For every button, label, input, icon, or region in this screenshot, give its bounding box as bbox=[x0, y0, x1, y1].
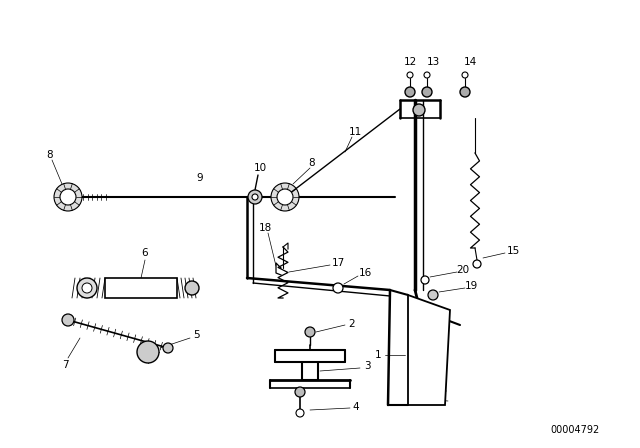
Circle shape bbox=[462, 72, 468, 78]
Circle shape bbox=[473, 260, 481, 268]
Text: 15: 15 bbox=[506, 246, 520, 256]
Text: 8: 8 bbox=[47, 150, 53, 160]
Circle shape bbox=[252, 194, 258, 200]
Circle shape bbox=[137, 341, 159, 363]
Text: 17: 17 bbox=[332, 258, 344, 268]
Circle shape bbox=[296, 409, 304, 417]
Circle shape bbox=[271, 183, 299, 211]
Text: 6: 6 bbox=[141, 248, 148, 258]
Circle shape bbox=[60, 189, 76, 205]
Circle shape bbox=[305, 327, 315, 337]
Text: 7: 7 bbox=[61, 360, 68, 370]
Text: 14: 14 bbox=[463, 57, 477, 67]
Circle shape bbox=[333, 283, 343, 293]
Circle shape bbox=[421, 276, 429, 284]
Text: 11: 11 bbox=[348, 127, 362, 137]
Circle shape bbox=[163, 343, 173, 353]
Circle shape bbox=[54, 183, 82, 211]
Text: 5: 5 bbox=[194, 330, 200, 340]
Text: 4: 4 bbox=[353, 402, 359, 412]
Text: 21: 21 bbox=[417, 327, 429, 337]
Text: 18: 18 bbox=[259, 223, 271, 233]
Circle shape bbox=[185, 281, 199, 295]
Text: 3: 3 bbox=[364, 361, 371, 371]
Circle shape bbox=[82, 283, 92, 293]
Text: 2: 2 bbox=[349, 319, 355, 329]
Circle shape bbox=[405, 87, 415, 97]
Text: 10: 10 bbox=[253, 163, 267, 173]
Circle shape bbox=[428, 290, 438, 300]
Circle shape bbox=[424, 72, 430, 78]
Text: 19: 19 bbox=[465, 281, 477, 291]
Bar bbox=[105, 278, 177, 298]
Text: 9: 9 bbox=[196, 173, 204, 183]
Circle shape bbox=[460, 87, 470, 97]
Circle shape bbox=[407, 72, 413, 78]
Text: 00004792: 00004792 bbox=[550, 425, 600, 435]
Circle shape bbox=[277, 189, 293, 205]
Text: 12: 12 bbox=[403, 57, 417, 67]
Text: 13: 13 bbox=[426, 57, 440, 67]
Circle shape bbox=[295, 387, 305, 397]
Circle shape bbox=[414, 318, 422, 326]
Polygon shape bbox=[408, 295, 450, 405]
Circle shape bbox=[422, 87, 432, 97]
Text: 16: 16 bbox=[358, 268, 372, 278]
Circle shape bbox=[62, 314, 74, 326]
Circle shape bbox=[413, 104, 425, 116]
Text: 1: 1 bbox=[374, 350, 381, 360]
Circle shape bbox=[248, 190, 262, 204]
Circle shape bbox=[77, 278, 97, 298]
Text: 8: 8 bbox=[308, 158, 316, 168]
Text: 20: 20 bbox=[456, 265, 470, 275]
